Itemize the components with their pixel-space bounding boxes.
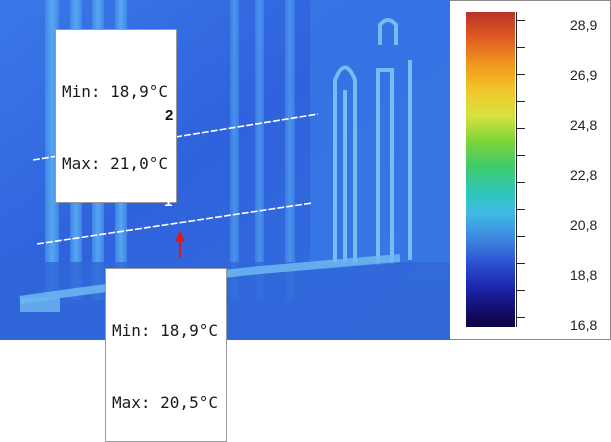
scale-tick <box>516 182 525 183</box>
scale-axis <box>516 12 517 327</box>
scale-tick <box>516 290 525 291</box>
temperature-color-scale <box>466 12 515 327</box>
scale-label: 28,9 <box>570 17 598 33</box>
line-label-2: 2 <box>165 107 174 124</box>
scale-tick <box>516 155 525 156</box>
scale-tick <box>516 317 525 318</box>
scale-tick <box>516 263 525 264</box>
scale-tick <box>516 74 525 75</box>
scale-tick <box>516 236 525 237</box>
line-label-1: 1 <box>164 193 173 210</box>
readout-line-2-max: Max: 21,0°C <box>62 154 168 173</box>
vertical-pipes <box>333 18 412 265</box>
scale-label: 20,8 <box>570 217 598 233</box>
scale-label: 16,8 <box>570 317 598 333</box>
scale-tick <box>516 209 525 210</box>
readout-line-1-max: Max: 20,5°C <box>112 393 218 412</box>
readout-line-2-min: Min: 18,9°C <box>62 82 168 101</box>
scale-tick <box>516 20 525 21</box>
scale-label: 24,8 <box>570 117 598 133</box>
scale-label: 26,9 <box>570 67 598 83</box>
readout-line-1: Min: 18,9°C Max: 20,5°C <box>105 268 227 442</box>
scale-tick <box>516 47 525 48</box>
measurement-line-1 <box>36 202 313 245</box>
readout-line-2: Min: 18,9°C Max: 21,0°C <box>55 29 177 203</box>
scale-label: 18,8 <box>570 267 598 283</box>
arrow-line-1 <box>175 230 185 258</box>
scale-tick <box>516 101 525 102</box>
scale-tick <box>516 128 525 129</box>
scale-label: 22,8 <box>570 167 598 183</box>
readout-line-1-min: Min: 18,9°C <box>112 321 218 340</box>
